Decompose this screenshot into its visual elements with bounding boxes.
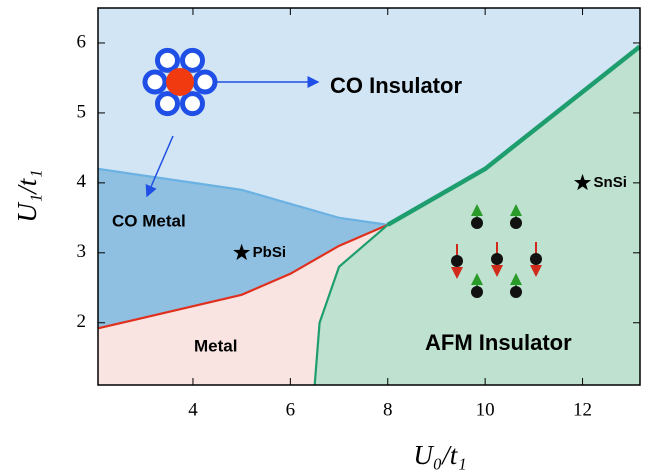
electron <box>510 217 522 229</box>
electron <box>510 286 522 298</box>
x-tick-label: 6 <box>286 399 296 420</box>
region-label: CO Metal <box>112 211 186 230</box>
orbital-ring <box>145 72 165 92</box>
electron <box>451 255 463 267</box>
y-tick-label: 4 <box>77 171 87 192</box>
electron <box>491 253 503 265</box>
x-tick-label: 12 <box>573 399 592 420</box>
orbital-ring <box>158 94 178 114</box>
x-tick-label: 10 <box>476 399 495 420</box>
orbital-ring <box>183 94 203 114</box>
x-tick-label: 4 <box>188 399 198 420</box>
region-label: AFM Insulator <box>425 330 572 355</box>
x-axis-label: U₀/t₁ <box>413 440 466 470</box>
region-label: Metal <box>194 336 237 355</box>
electron <box>471 217 483 229</box>
y-tick-label: 6 <box>77 31 87 52</box>
point-label: PbSi <box>253 244 286 261</box>
orbital-ring <box>183 50 203 70</box>
y-tick-label: 2 <box>77 311 87 332</box>
orbital-ring <box>158 50 178 70</box>
electron <box>530 253 542 265</box>
y-axis-label: U₁/t₁ <box>12 169 42 222</box>
x-tick-label: 8 <box>383 399 393 420</box>
region-label: CO Insulator <box>330 73 462 98</box>
point-label: SnSi <box>594 174 627 191</box>
orbital-ring <box>195 72 215 92</box>
y-tick-label: 3 <box>77 241 87 262</box>
electron <box>471 286 483 298</box>
charge-site <box>166 68 194 96</box>
y-tick-label: 5 <box>77 101 87 122</box>
chart: PbSi SnSi CO Insulator CO Metal Metal AFM… <box>0 0 651 476</box>
